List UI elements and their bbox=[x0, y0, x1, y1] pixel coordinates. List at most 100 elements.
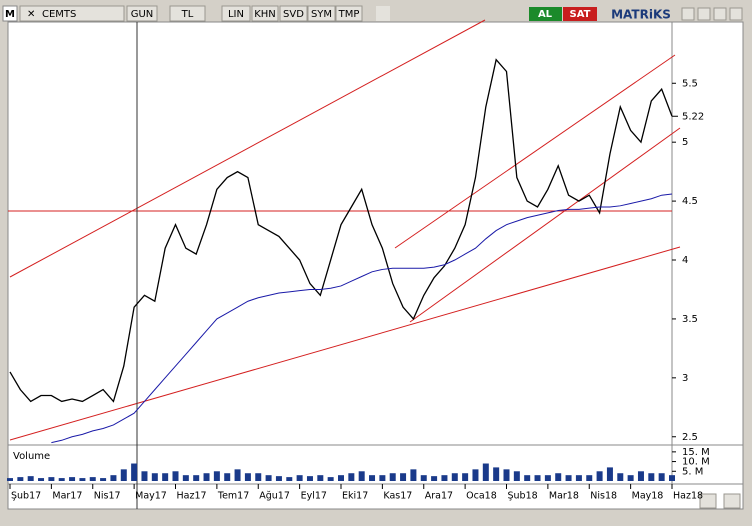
toolbar-button[interactable] bbox=[251, 5, 279, 22]
volume-bar bbox=[89, 477, 96, 481]
buy-button[interactable] bbox=[529, 7, 562, 21]
volume-bar bbox=[420, 475, 427, 481]
symbol: CEMTS bbox=[42, 9, 76, 20]
x-tick-label: Nis17 bbox=[94, 491, 121, 502]
series-line bbox=[51, 193, 673, 444]
volume-bar bbox=[410, 469, 417, 481]
toolbar-button[interactable] bbox=[169, 5, 206, 22]
volume-bar bbox=[17, 477, 24, 481]
minimize[interactable] bbox=[681, 7, 695, 21]
toolbar-label: GUN bbox=[131, 9, 154, 20]
volume-bar bbox=[348, 473, 355, 481]
volume-bar bbox=[369, 475, 376, 481]
volume-bar bbox=[286, 477, 293, 481]
volume-bar bbox=[493, 467, 500, 481]
x-tick-label: May17 bbox=[135, 491, 167, 502]
volume-bar bbox=[338, 475, 344, 481]
x-tick-label: Tem17 bbox=[217, 491, 249, 502]
volume-bar bbox=[400, 473, 407, 481]
y2-tick-label: 15. M bbox=[682, 447, 710, 458]
volume-bar bbox=[451, 473, 458, 481]
volume-bar bbox=[182, 475, 189, 481]
volume-bar bbox=[534, 475, 541, 481]
volume-bar bbox=[503, 469, 510, 481]
close[interactable] bbox=[713, 7, 727, 21]
sell-button[interactable] bbox=[563, 7, 597, 21]
volume-bar bbox=[431, 476, 438, 481]
volume-bar bbox=[234, 469, 241, 481]
volume-bar bbox=[555, 473, 562, 481]
toolbar-label: SVD bbox=[283, 9, 304, 20]
volume-bar bbox=[669, 475, 675, 481]
x-tick-label: Ağu17 bbox=[259, 491, 290, 502]
volume-bar bbox=[27, 476, 34, 481]
x-tick-label: Kas17 bbox=[383, 491, 412, 502]
logo-box[interactable] bbox=[2, 5, 18, 22]
buy-label: AL bbox=[538, 9, 553, 20]
volume-bar bbox=[131, 463, 138, 481]
trend-lines bbox=[8, 19, 681, 441]
volume-bar bbox=[79, 478, 86, 481]
volume-bar bbox=[162, 473, 169, 481]
volume-bar bbox=[513, 471, 520, 481]
volume-bar bbox=[38, 478, 45, 481]
volume-bar bbox=[637, 471, 644, 481]
toolbar-button[interactable] bbox=[307, 5, 336, 22]
volume-bar bbox=[596, 471, 603, 481]
volume-bar bbox=[151, 473, 158, 481]
volume-bar bbox=[627, 475, 634, 481]
twitter[interactable] bbox=[376, 6, 390, 21]
toolbar-button[interactable] bbox=[221, 5, 251, 22]
maximize[interactable] bbox=[697, 7, 711, 21]
close-window[interactable] bbox=[729, 7, 743, 21]
close-icon: ✕ bbox=[27, 9, 35, 20]
x-tick-label: Haz17 bbox=[177, 491, 207, 502]
volume-bar bbox=[575, 475, 582, 481]
volume-bar bbox=[141, 471, 148, 481]
volume-bar bbox=[441, 475, 448, 481]
volume-bar bbox=[317, 475, 324, 481]
volume-bar bbox=[110, 475, 117, 481]
y-tick-label: 5.5 bbox=[682, 78, 698, 89]
volume-bar bbox=[648, 473, 655, 481]
toolbar-button[interactable] bbox=[335, 5, 363, 22]
x-tick-label: Şub17 bbox=[11, 491, 41, 502]
last-price-label: 5.22 bbox=[682, 111, 704, 122]
y-tick-label: 3.5 bbox=[682, 314, 698, 325]
volume-bar bbox=[255, 473, 262, 481]
volume-bar bbox=[606, 467, 613, 481]
volume-bar bbox=[296, 475, 303, 481]
toolbar-label: LIN bbox=[228, 9, 244, 20]
x-tick-label: Mar18 bbox=[549, 491, 579, 502]
trend-line bbox=[409, 127, 681, 323]
symbol-box[interactable] bbox=[19, 5, 125, 22]
y-tick-label: 4 bbox=[682, 255, 688, 266]
sell-label: SAT bbox=[570, 9, 591, 20]
volume-bar bbox=[586, 475, 593, 481]
volume-bar bbox=[524, 475, 531, 481]
volume-bar bbox=[224, 473, 231, 481]
brand: MATRiKS bbox=[611, 8, 671, 22]
settings-button[interactable] bbox=[723, 493, 741, 509]
x-tick-label: Oca18 bbox=[466, 491, 497, 502]
toolbar-button[interactable] bbox=[279, 5, 308, 22]
x-tick-label: Şub18 bbox=[508, 491, 538, 502]
toolbar-label: KHN bbox=[254, 9, 276, 20]
volume-bar bbox=[203, 473, 210, 481]
volume-bar bbox=[193, 475, 200, 481]
y-tick-label: 2.5 bbox=[682, 432, 698, 443]
volume-bar bbox=[658, 473, 665, 481]
trend-line bbox=[9, 246, 681, 441]
volume-bar bbox=[7, 478, 13, 481]
volume-bar bbox=[244, 473, 251, 481]
volume-bar bbox=[172, 471, 179, 481]
volume-bar bbox=[379, 475, 386, 481]
volume-bar bbox=[544, 475, 551, 481]
x-tick-label: May18 bbox=[632, 491, 664, 502]
toolbar-button[interactable] bbox=[126, 5, 158, 22]
volume-bar bbox=[120, 469, 127, 481]
trend-line bbox=[9, 19, 486, 278]
x-tick-label: Haz18 bbox=[673, 491, 703, 502]
scroll-button[interactable] bbox=[699, 493, 717, 509]
